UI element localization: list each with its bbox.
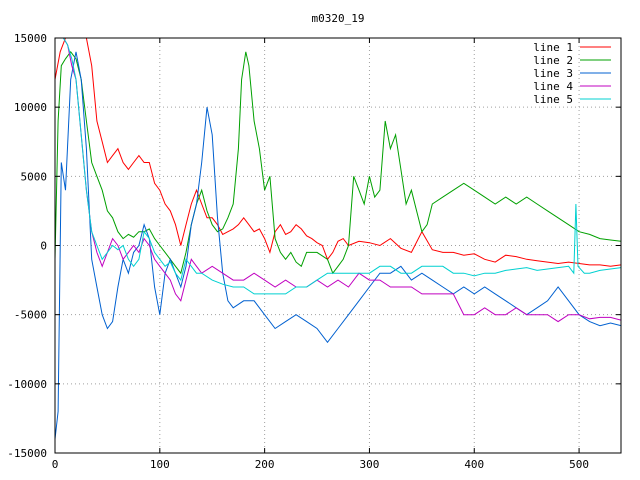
series-line-5 [55,38,621,295]
series-line-2 [55,50,621,275]
x-tick-label: 100 [150,458,170,471]
legend-label: line 3 [533,67,573,80]
y-tick-label: 5000 [21,170,48,183]
x-tick-label: 200 [255,458,275,471]
y-tick-label: 10000 [14,101,47,114]
series-line-3 [55,51,621,440]
x-tick-label: 300 [360,458,380,471]
axis-ticks: 0 100 200 300 400 500 -15000 -10000 -5000 0 5000 10… [7,32,621,471]
x-tick-label: 0 [52,458,59,471]
legend-label: line 4 [533,80,573,93]
x-tick-label: 500 [569,458,589,471]
series-lines [55,38,621,440]
y-tick-label: 15000 [14,32,47,45]
x-tick-label: 400 [464,458,484,471]
legend-label: line 5 [533,93,573,106]
y-tick-label: -10000 [7,378,47,391]
legend-label: line 2 [533,54,573,67]
chart-title: m0320_19 [312,12,365,25]
y-tick-label: -15000 [7,447,47,460]
series-line-4 [55,38,621,323]
legend-label: line 1 [533,41,573,54]
y-tick-label: -5000 [14,309,47,322]
series-line-1 [55,38,621,267]
y-tick-label: 0 [40,240,47,253]
